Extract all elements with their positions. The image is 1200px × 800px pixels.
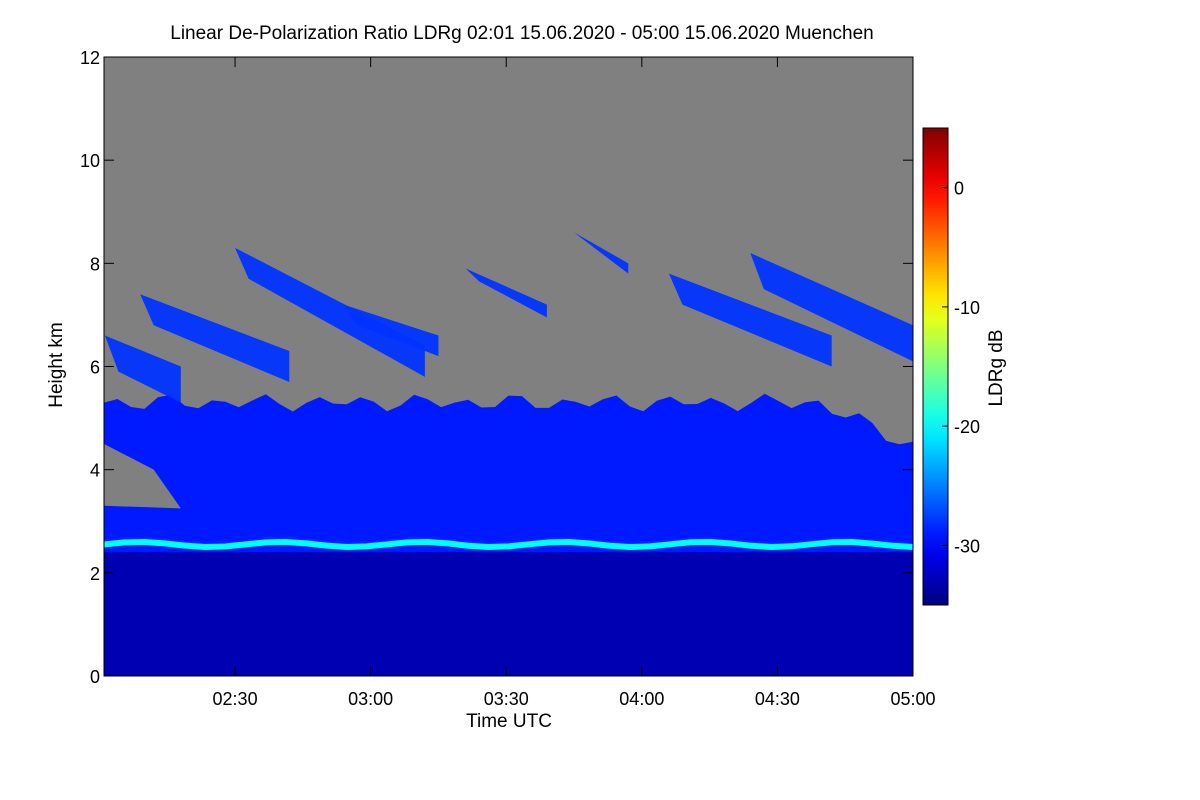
- x-axis-label: Time UTC: [466, 711, 552, 732]
- melting-layer-band: [104, 538, 913, 551]
- x-tick-label: 04:00: [619, 689, 664, 709]
- cirrus-streak: [235, 247, 425, 377]
- y-axis-label: Height km: [46, 322, 67, 408]
- colorbar-tick-label: -10: [954, 298, 980, 318]
- chart-title: Linear De-Polarization Ratio LDRg 02:01 …: [170, 23, 873, 44]
- colorbar-gradient: [922, 127, 949, 606]
- y-tick-label: 12: [80, 48, 100, 68]
- cirrus-streak: [668, 273, 832, 367]
- x-ticks: 02:30 03:00 03:30 04:00 04:30 05:00: [213, 57, 936, 709]
- y-tick-label: 2: [90, 564, 100, 584]
- colorbar-tick-label: -30: [954, 536, 980, 556]
- cirrus-streak: [465, 268, 547, 318]
- plot-area: [104, 57, 913, 676]
- y-tick-label: 8: [90, 254, 100, 274]
- y-tick-label: 0: [90, 667, 100, 687]
- x-tick-label: 02:30: [213, 689, 258, 709]
- cirrus-streak: [140, 294, 290, 382]
- colorbar-label: LDRg dB: [986, 329, 1007, 406]
- y-tick-label: 10: [80, 151, 100, 171]
- x-tick-label: 03:00: [348, 689, 393, 709]
- cirrus-streak: [574, 232, 629, 274]
- cirrus-streak: [750, 253, 913, 362]
- y-tick-label: 6: [90, 358, 100, 378]
- cirrus-streak: [104, 335, 181, 403]
- y-tick-label: 4: [90, 461, 100, 481]
- colorbar-tick-label: -20: [954, 417, 980, 437]
- y-ticks: 0 2 4 6 8 10 12: [80, 48, 913, 687]
- x-tick-label: 04:30: [755, 689, 800, 709]
- x-tick-label: 03:30: [484, 689, 529, 709]
- cirrus-streak: [343, 304, 439, 357]
- rain-region: [104, 552, 913, 676]
- colorbar-tick-label: 0: [954, 179, 964, 199]
- no-signal-notch: [104, 443, 181, 509]
- colorbar: 0 -10 -20 -30: [922, 127, 980, 606]
- x-tick-label: 05:00: [890, 689, 935, 709]
